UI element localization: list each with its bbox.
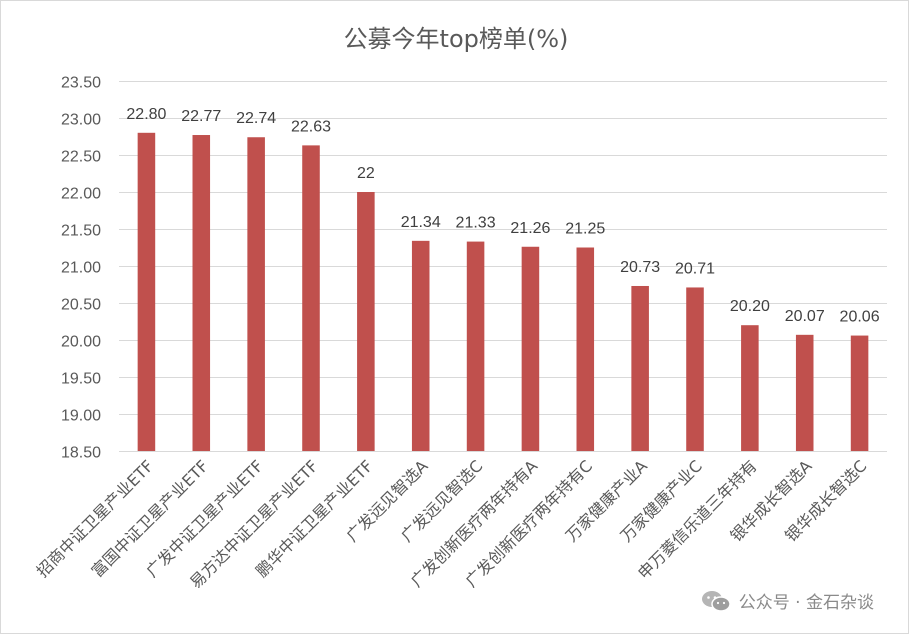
bar — [411, 240, 430, 451]
data-label: 20.71 — [675, 260, 715, 277]
y-tick-label: 21.50 — [61, 223, 101, 240]
y-tick-label: 23.50 — [61, 75, 101, 92]
y-tick-label: 19.00 — [61, 408, 101, 425]
bar — [357, 192, 375, 451]
data-label: 21.25 — [565, 221, 605, 238]
data-label: 22 — [357, 165, 375, 182]
y-tick-label: 21.00 — [61, 260, 101, 277]
y-tick-label: 22.00 — [61, 186, 101, 203]
bar — [686, 287, 704, 451]
data-label: 21.34 — [401, 214, 441, 231]
chart-title: 公募今年top榜单(%) — [344, 25, 569, 53]
watermark-text: 公众号 · 金石杂谈 — [738, 593, 874, 613]
data-label: 22.63 — [291, 118, 331, 135]
y-tick-label: 19.50 — [61, 371, 101, 388]
bar — [850, 335, 869, 451]
data-labels: 22.80 22.77 22.74 22.63 22 21.34 21.33 21.26 21.… — [126, 106, 879, 326]
data-label: 20.20 — [730, 298, 770, 315]
wechat-icon — [701, 590, 731, 612]
watermark: 公众号 · 金石杂谈 — [696, 586, 878, 615]
y-tick-label: 18.50 — [61, 445, 101, 462]
data-label: 21.26 — [510, 220, 550, 237]
bar — [302, 145, 320, 451]
y-tick-label: 22.50 — [61, 149, 101, 166]
bar — [521, 246, 540, 451]
data-label: 20.07 — [785, 308, 825, 325]
gridlines — [119, 81, 887, 452]
x-axis-ticks: 招商中证卫星产业ETF富国中证卫星产业ETF广发中证卫星产业ETF易方达中证卫星… — [33, 456, 871, 592]
bar — [576, 247, 595, 451]
y-tick-label: 23.00 — [61, 112, 101, 129]
data-label: 21.33 — [456, 215, 496, 232]
data-label: 22.77 — [181, 108, 221, 125]
data-label: 22.80 — [126, 106, 166, 123]
bar — [247, 137, 265, 452]
bar — [466, 241, 485, 451]
bars — [137, 132, 869, 452]
y-axis-ticks: 18.50 19.00 19.50 20.00 20.50 21.00 21.50 22.00… — [61, 75, 101, 462]
data-label: 20.73 — [620, 259, 660, 276]
bar — [192, 135, 211, 451]
data-label: 20.06 — [840, 309, 880, 326]
y-tick-label: 20.50 — [61, 297, 101, 314]
bar — [137, 132, 156, 452]
bar — [631, 285, 649, 451]
bar — [795, 334, 814, 451]
data-label: 22.74 — [236, 110, 276, 127]
bar — [741, 325, 759, 451]
y-tick-label: 20.00 — [61, 334, 101, 351]
